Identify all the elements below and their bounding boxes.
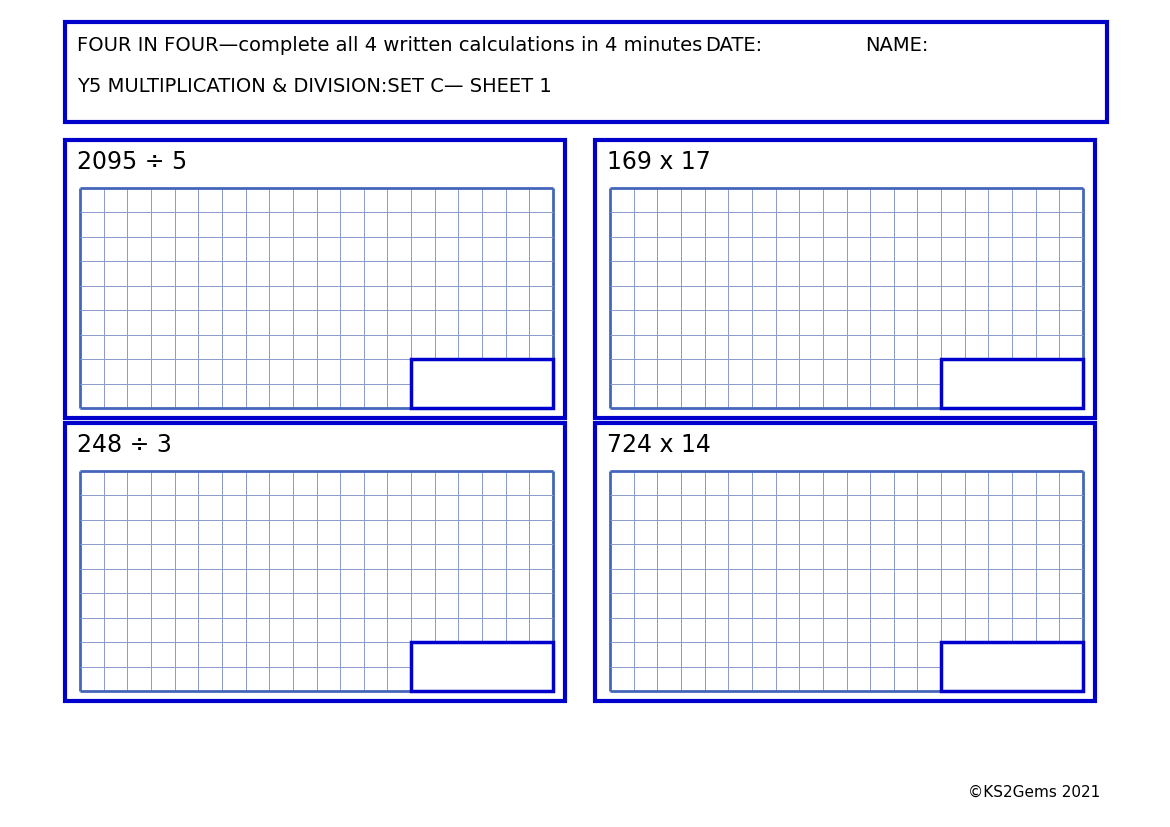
Text: ©KS2Gems 2021: ©KS2Gems 2021 xyxy=(968,785,1100,800)
Text: 724 x 14: 724 x 14 xyxy=(607,433,711,457)
Bar xyxy=(411,642,553,691)
Bar xyxy=(66,140,565,418)
Bar xyxy=(411,359,553,408)
Text: 169 x 17: 169 x 17 xyxy=(607,150,710,174)
Bar xyxy=(596,423,1095,701)
Bar xyxy=(66,22,1107,122)
Bar xyxy=(941,642,1083,691)
Bar xyxy=(411,359,553,408)
Bar xyxy=(941,642,1083,691)
Text: 248 ÷ 3: 248 ÷ 3 xyxy=(77,433,172,457)
Text: 2095 ÷ 5: 2095 ÷ 5 xyxy=(77,150,187,174)
Bar xyxy=(941,359,1083,408)
Text: NAME:: NAME: xyxy=(865,36,928,55)
Bar xyxy=(941,359,1083,408)
Text: Y5 MULTIPLICATION & DIVISION:SET C— SHEET 1: Y5 MULTIPLICATION & DIVISION:SET C— SHEE… xyxy=(77,77,552,96)
Bar xyxy=(411,642,553,691)
Bar xyxy=(66,423,565,701)
Text: FOUR IN FOUR—complete all 4 written calculations in 4 minutes: FOUR IN FOUR—complete all 4 written calc… xyxy=(77,36,702,55)
Bar xyxy=(596,140,1095,418)
Text: DATE:: DATE: xyxy=(706,36,762,55)
